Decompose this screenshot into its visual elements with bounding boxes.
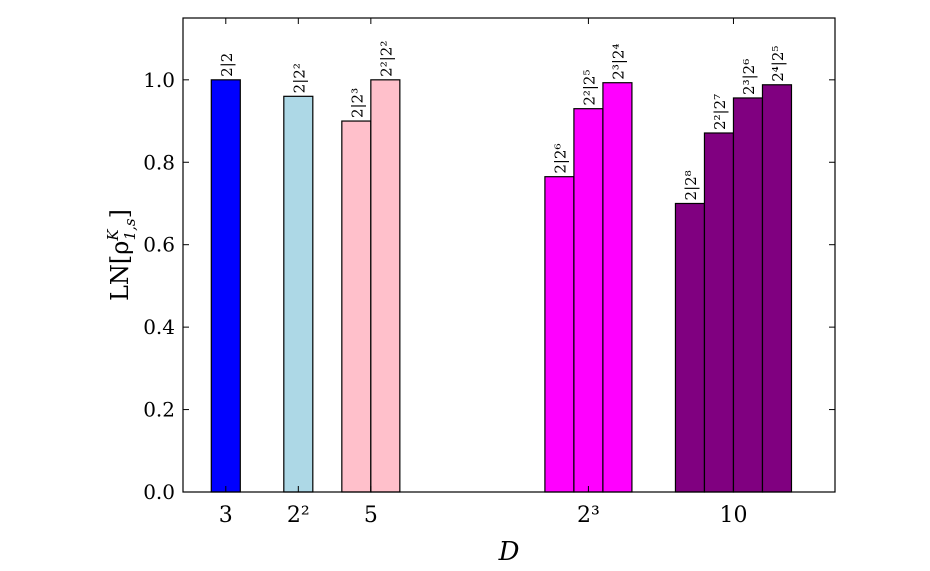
x-tick-label: 2³ [577, 503, 600, 528]
bar [210, 79, 241, 493]
bars-layer: 2|2 2|2² 2|2³ 2²|2² 2|2⁶ 2²|2⁵ 2³|2⁴ 2|2⁸ 2²|2⁷ 2… [210, 41, 793, 493]
bar [370, 79, 401, 493]
bar [544, 176, 575, 493]
bar-label: 2²|2² [377, 41, 395, 77]
y-tick-label: 1.0 [143, 68, 175, 92]
x-tick-label: 5 [364, 503, 378, 528]
bar [573, 108, 604, 493]
bar [732, 97, 764, 493]
bar-label: 2²|2⁵ [580, 70, 598, 106]
bar-label: 2|2⁸ [682, 170, 700, 200]
bar [602, 82, 633, 493]
bar-label: 2⁴|2⁵ [769, 46, 787, 82]
bar [283, 95, 314, 493]
y-tick-label: 0.6 [143, 233, 175, 257]
bar-label: 2³|2⁴ [609, 44, 627, 80]
bar-label: 2|2⁶ [551, 144, 569, 174]
y-tick-label: 0.8 [143, 150, 175, 174]
ticks-layer: 3 2² 5 2³ 10 0.0 0.2 0.4 0.6 0.8 1.0 [143, 18, 835, 528]
bar [674, 202, 706, 493]
x-tick-label: 3 [219, 503, 233, 528]
y-tick-label: 0.4 [143, 315, 175, 339]
bar-label: 2|2 [218, 53, 236, 77]
bar [761, 84, 793, 493]
y-axis-label: LN[ρK1,s] [104, 209, 139, 301]
x-axis-label: D [498, 537, 520, 567]
x-tick-label: 2² [287, 503, 310, 528]
bar-label: 2²|2⁷ [711, 94, 729, 130]
bar-label: 2³|2⁶ [740, 59, 758, 95]
bar [341, 120, 372, 493]
y-tick-label: 0.2 [143, 398, 175, 422]
bar-label: 2|2² [290, 63, 308, 93]
x-tick-label: 10 [719, 503, 747, 528]
plot-frame [182, 17, 836, 493]
y-tick-label: 0.0 [143, 480, 175, 504]
bar [703, 132, 735, 493]
bar-label: 2|2³ [348, 88, 366, 118]
